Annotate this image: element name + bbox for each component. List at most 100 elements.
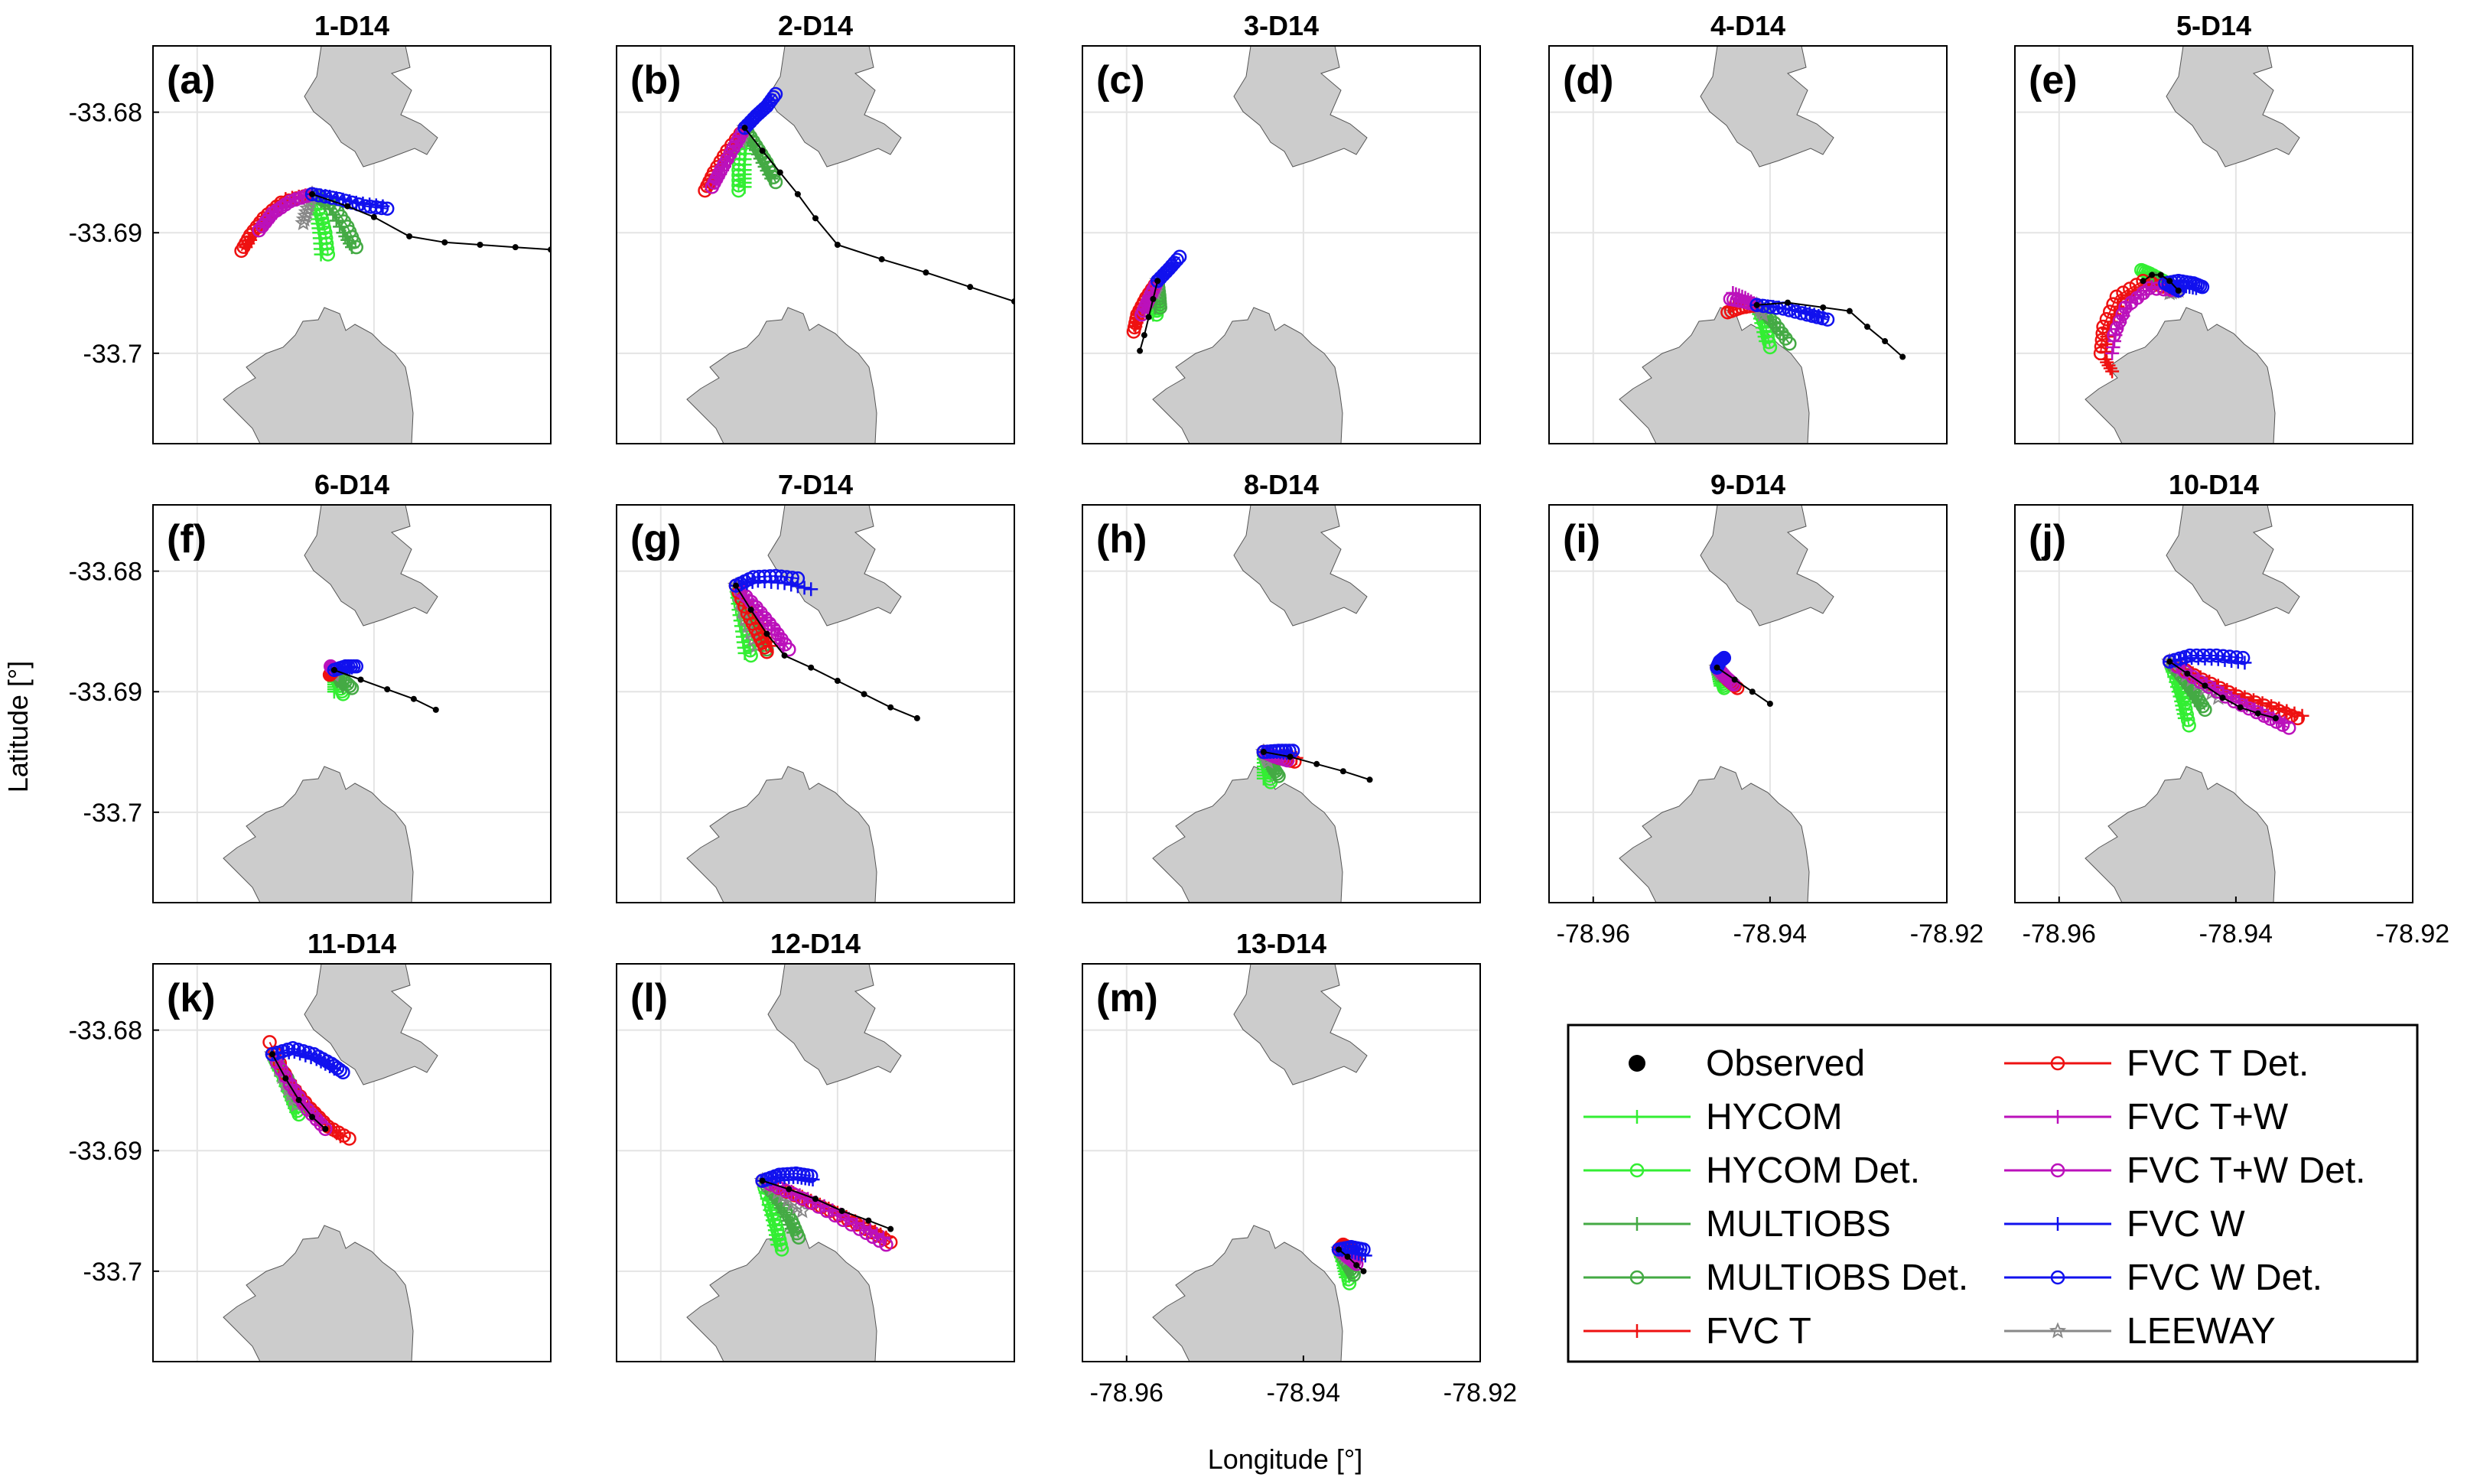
y-tick-label: -33.69 bbox=[69, 219, 142, 248]
observed-point bbox=[865, 1217, 872, 1224]
panel-label: (f) bbox=[167, 517, 207, 561]
series-point bbox=[794, 1191, 809, 1206]
series-point bbox=[1153, 300, 1167, 315]
series-point bbox=[797, 581, 812, 595]
series-point bbox=[731, 183, 746, 198]
observed-point bbox=[330, 666, 337, 673]
observed-point bbox=[512, 244, 519, 251]
series-point bbox=[2189, 648, 2204, 663]
legend-swatch-marker bbox=[2051, 1110, 2065, 1124]
series-point bbox=[344, 681, 360, 695]
panel-9: 9-D14 (i) -78.96 -78.94 -78.92 bbox=[1548, 469, 1984, 949]
panels: 1-D14 (a) -33.68 -33.69 -33.7 2-D14 (b) 3-D14 (c… bbox=[69, 10, 2450, 1408]
land-north bbox=[1233, 46, 1368, 168]
legend-label: FVC T+W Det. bbox=[2127, 1150, 2366, 1191]
series-point bbox=[2281, 721, 2296, 735]
land-north bbox=[1700, 505, 1834, 626]
series-fvc-w-det bbox=[2162, 648, 2251, 669]
plot-content bbox=[1082, 505, 1480, 903]
panel-title: 11-D14 bbox=[308, 928, 396, 959]
series-point bbox=[2112, 314, 2127, 329]
x-tick-label: -78.94 bbox=[1733, 919, 1807, 949]
series-point bbox=[804, 582, 819, 597]
series-observed bbox=[759, 1177, 894, 1232]
legend-swatch-marker bbox=[1629, 1163, 1645, 1178]
panel-11: 11-D14 (k) -33.68 -33.69 -33.7 bbox=[69, 928, 552, 1362]
series-point bbox=[349, 659, 364, 674]
y-tick-label: -33.68 bbox=[69, 558, 142, 587]
observed-point bbox=[2140, 278, 2146, 285]
series-point bbox=[340, 676, 355, 692]
series-point bbox=[752, 569, 766, 584]
land-south bbox=[223, 1225, 414, 1362]
series-point bbox=[1762, 299, 1778, 314]
plot-content bbox=[2015, 505, 2413, 903]
series-point bbox=[369, 200, 384, 215]
legend-swatch-marker bbox=[2050, 1270, 2065, 1285]
panel-label: (g) bbox=[630, 517, 681, 561]
observed-point bbox=[344, 203, 351, 210]
series-point bbox=[763, 569, 778, 584]
series-point bbox=[298, 203, 315, 220]
series-point bbox=[734, 602, 751, 619]
observed-point bbox=[1141, 332, 1147, 339]
panel-title: 10-D14 bbox=[2169, 469, 2259, 500]
series-point bbox=[2229, 650, 2244, 665]
observed-point bbox=[282, 1075, 289, 1082]
observed-point bbox=[2272, 714, 2279, 721]
series-point bbox=[2105, 364, 2120, 379]
observed-point bbox=[1785, 299, 1791, 306]
observed-point bbox=[2166, 278, 2173, 285]
legend-label: FVC T+W bbox=[2127, 1097, 2289, 1137]
series-observed bbox=[1260, 749, 1373, 783]
plot-content bbox=[1082, 46, 1480, 444]
land-north bbox=[304, 505, 438, 626]
series-fvc-w-det bbox=[1150, 249, 1187, 288]
series-point bbox=[2180, 713, 2195, 727]
series-point bbox=[731, 173, 746, 187]
x-axis-label: Longitude [°] bbox=[1208, 1443, 1363, 1475]
observed-point bbox=[2254, 710, 2261, 717]
observed-point bbox=[1344, 1253, 1351, 1260]
series-point bbox=[2195, 648, 2211, 663]
land-north bbox=[2166, 46, 2300, 168]
series-point bbox=[2099, 312, 2114, 327]
series-point bbox=[295, 213, 312, 231]
series-point bbox=[1172, 249, 1187, 265]
land-south bbox=[686, 1225, 877, 1362]
series-point bbox=[2182, 718, 2196, 733]
land-north bbox=[304, 964, 438, 1085]
series-point bbox=[879, 1237, 893, 1252]
series-point bbox=[791, 1230, 806, 1245]
legend-item-fvc-w-det: FVC W Det. bbox=[2004, 1258, 2322, 1298]
observed-line bbox=[311, 193, 551, 251]
observed-point bbox=[838, 1208, 845, 1215]
series-point bbox=[1820, 312, 1835, 327]
land-south bbox=[2085, 766, 2276, 903]
series-observed bbox=[741, 125, 1014, 305]
observed-point bbox=[747, 607, 754, 613]
panel-label: (k) bbox=[167, 976, 216, 1020]
series-point bbox=[319, 236, 334, 251]
land-south bbox=[2085, 307, 2276, 444]
plot-frame bbox=[1082, 45, 1481, 444]
panel-title: 13-D14 bbox=[1236, 928, 1326, 959]
x-tick-label: -78.92 bbox=[1910, 919, 1984, 949]
panel-label: (b) bbox=[630, 58, 681, 103]
series-point bbox=[379, 201, 395, 216]
series-point bbox=[2215, 649, 2231, 664]
series-point bbox=[2107, 327, 2121, 343]
observed-point bbox=[812, 1196, 819, 1202]
series-point bbox=[299, 200, 317, 216]
series-point bbox=[269, 1054, 285, 1069]
series-point bbox=[274, 1062, 288, 1077]
land-south bbox=[1619, 766, 1810, 903]
land-south bbox=[686, 307, 877, 444]
legend-item-fvc-t: FVC T bbox=[1583, 1311, 1811, 1352]
plot-frame bbox=[616, 504, 1015, 903]
series-point bbox=[320, 242, 335, 256]
series-point bbox=[698, 183, 712, 198]
series-point bbox=[1287, 754, 1302, 769]
plot-frame bbox=[152, 963, 552, 1362]
series-point bbox=[2115, 307, 2130, 322]
